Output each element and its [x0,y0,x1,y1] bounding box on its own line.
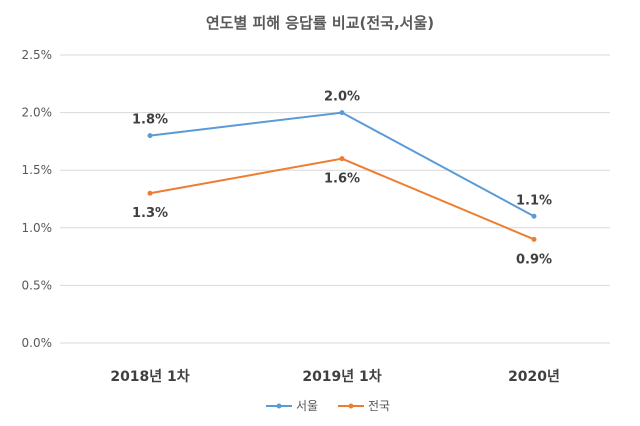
x-tick-label: 2018년 1차 [110,369,189,385]
data-label: 1.3% [132,206,168,221]
data-point [339,110,345,116]
data-point [339,156,345,162]
legend-label: 서울 [296,399,318,413]
data-point [147,133,153,139]
y-tick-label: 2.5% [22,48,53,62]
x-tick-label: 2019년 1차 [302,369,381,385]
data-point [531,236,537,242]
legend: 서울 전국 [266,399,390,413]
data-labels: 1.8% 2.0% 1.1% 1.3% 1.6% 0.9% [132,90,552,268]
data-point [147,190,153,196]
data-point [531,213,537,219]
data-label: 1.1% [516,193,552,208]
legend-marker [276,403,282,409]
y-axis-ticks: 0.0% 0.5% 1.0% 1.5% 2.0% 2.5% [22,48,53,350]
y-tick-label: 1.0% [22,221,53,235]
y-tick-label: 0.0% [22,336,53,350]
y-tick-label: 0.5% [22,278,53,292]
legend-marker [348,403,354,409]
y-tick-label: 1.5% [22,163,53,177]
chart-title: 연도별 피해 응답률 비교(전국,서울) [206,14,434,32]
data-label: 1.6% [324,172,360,187]
series-lines [147,110,537,242]
series-line [149,111,535,218]
x-tick-label: 2020년 [508,369,560,385]
legend-label: 전국 [368,399,390,413]
y-tick-label: 2.0% [22,106,53,120]
data-label: 0.9% [516,252,552,267]
x-axis-ticks: 2018년 1차 2019년 1차 2020년 [110,369,560,385]
data-label: 2.0% [324,90,360,105]
data-label: 1.8% [132,113,168,128]
